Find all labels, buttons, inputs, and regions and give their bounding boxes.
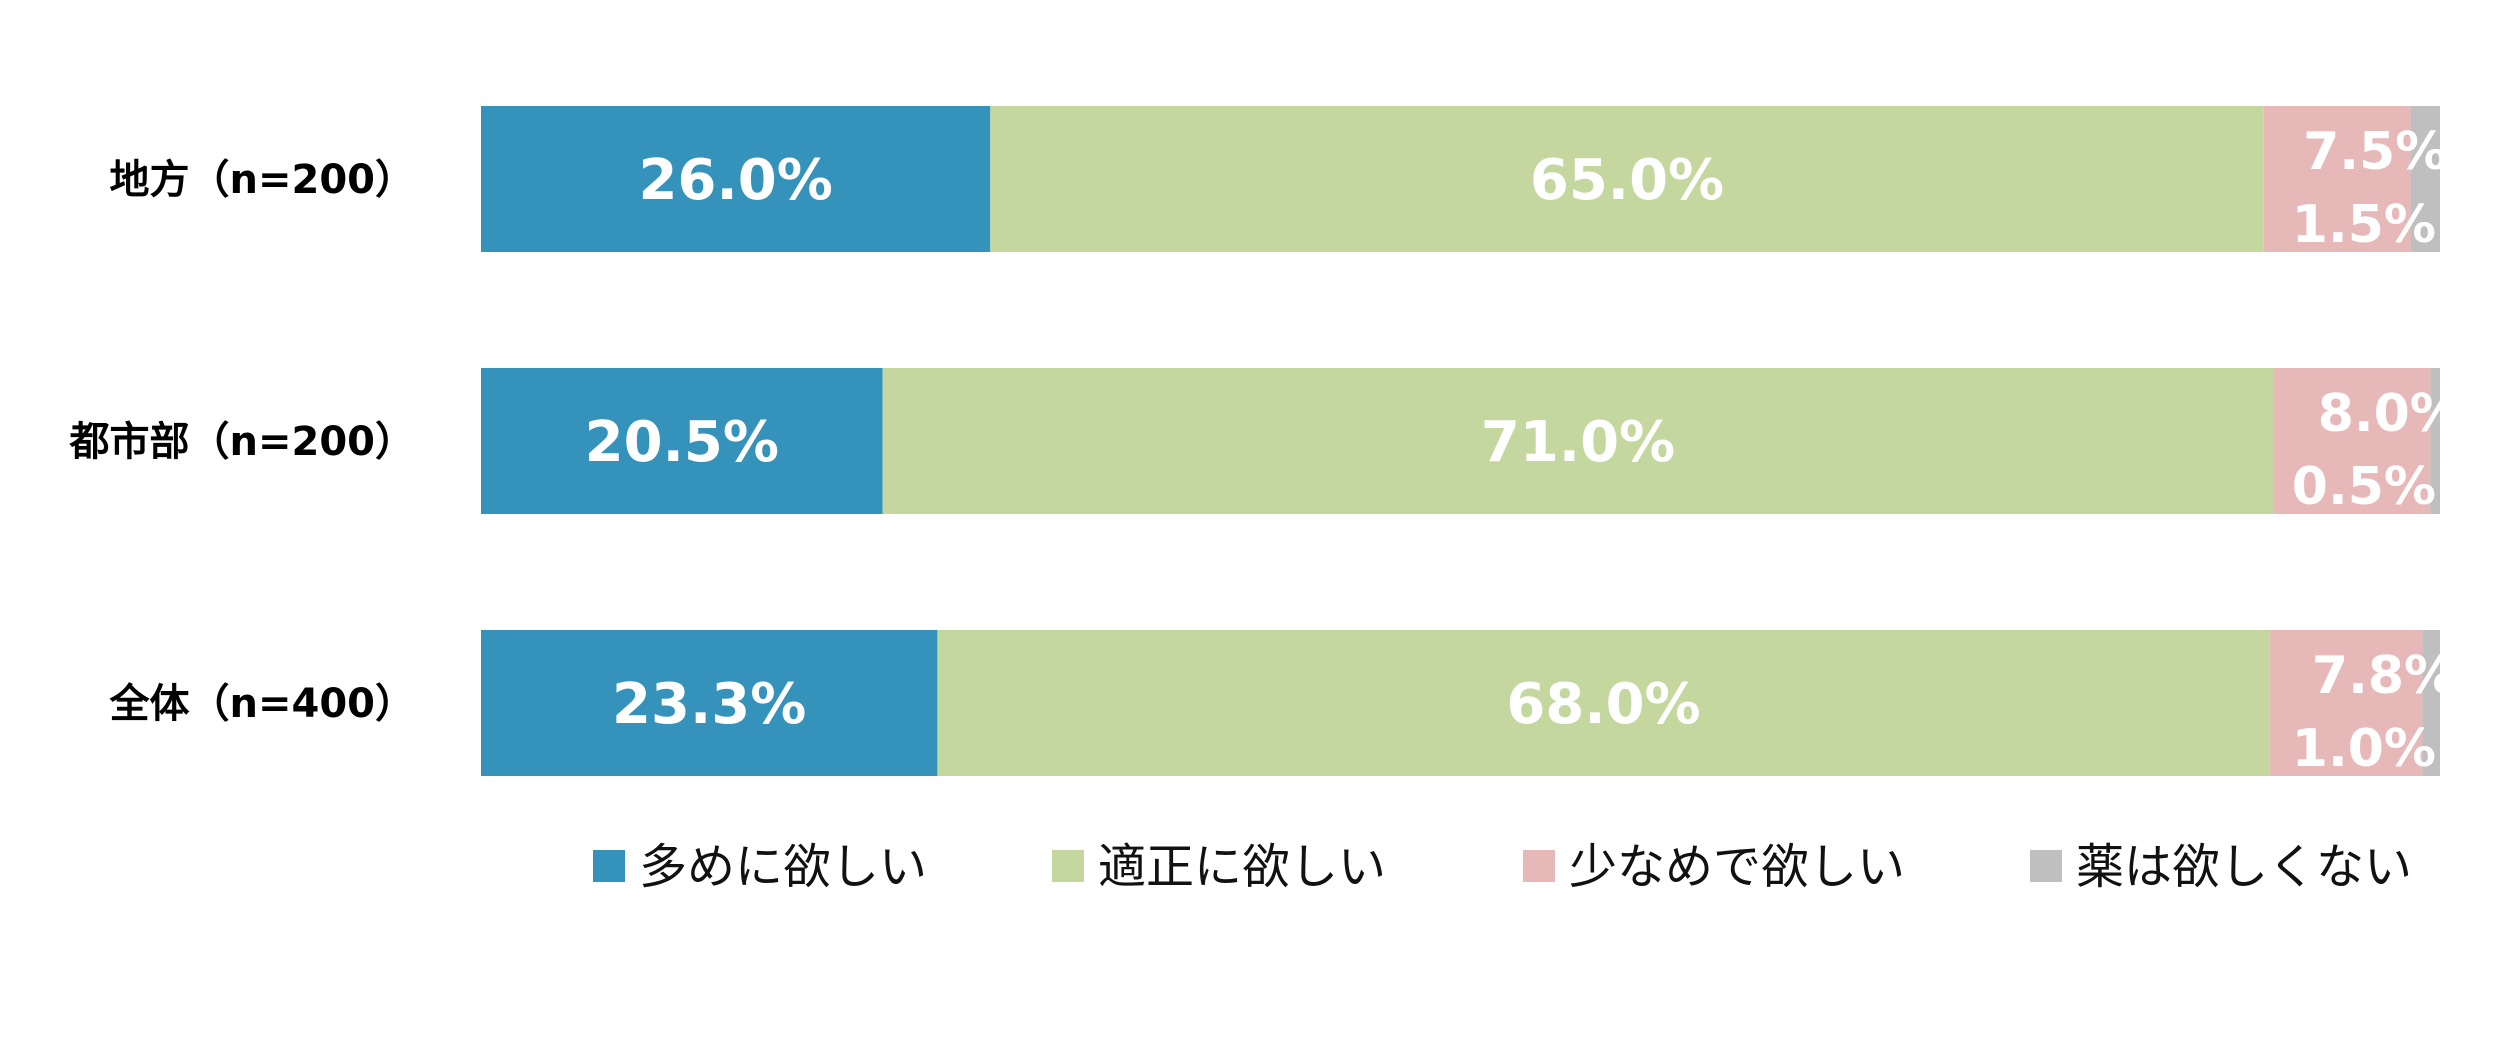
bar-segment bbox=[481, 106, 991, 252]
legend-item: 少なめで欲しい bbox=[1523, 839, 1905, 895]
legend-label: 適正に欲しい bbox=[1098, 839, 1386, 895]
data-label: 7.8% bbox=[2312, 646, 2456, 706]
category-label: 全体（n=400） bbox=[109, 681, 416, 727]
legend-item: 適正に欲しい bbox=[1052, 839, 1386, 895]
data-label: 26.0% bbox=[639, 148, 833, 213]
bar-segment bbox=[2410, 106, 2440, 252]
bar-segment bbox=[2273, 368, 2431, 514]
data-label: 23.3% bbox=[612, 672, 806, 737]
data-label: 68.0% bbox=[1506, 672, 1700, 737]
legend-label: 薬は欲しくない bbox=[2076, 839, 2412, 895]
bar-segment bbox=[937, 630, 2270, 776]
legend-swatch bbox=[593, 850, 625, 882]
bar-segment bbox=[2263, 106, 2411, 252]
legend-label: 少なめで欲しい bbox=[1569, 839, 1905, 895]
category-labels: 地方（n=200） 都市部（n=200） 全体（n=400） bbox=[69, 157, 416, 727]
bar-segment bbox=[2269, 630, 2423, 776]
bars-group bbox=[481, 106, 2440, 776]
bar-segment bbox=[882, 368, 2274, 514]
legend-item: 多めに欲しい bbox=[593, 839, 927, 895]
data-label: 0.5% bbox=[2292, 457, 2436, 517]
bar-segment bbox=[2430, 368, 2440, 514]
data-label: 8.0% bbox=[2318, 384, 2462, 444]
data-label: 1.5% bbox=[2292, 195, 2436, 255]
category-label: 地方（n=200） bbox=[110, 157, 416, 203]
bar-segment bbox=[481, 630, 938, 776]
legend-swatch bbox=[1052, 850, 1084, 882]
bar-segment bbox=[2422, 630, 2440, 776]
data-label: 65.0% bbox=[1530, 148, 1724, 213]
data-label: 20.5% bbox=[585, 410, 779, 475]
category-label: 都市部（n=200） bbox=[69, 419, 416, 465]
data-label: 71.0% bbox=[1481, 410, 1675, 475]
data-label: 1.0% bbox=[2292, 719, 2436, 779]
legend-swatch bbox=[2030, 850, 2062, 882]
bar-segment bbox=[990, 106, 2264, 252]
legend-swatch bbox=[1523, 850, 1555, 882]
bar-segment bbox=[481, 368, 883, 514]
value-labels: 26.0% 65.0% 7.5% 1.5% 20.5% 71.0% 8.0% 0.5% 23.3… bbox=[585, 122, 2462, 779]
data-label: 7.5% bbox=[2303, 122, 2447, 182]
legend: 多めに欲しい 適正に欲しい 少なめで欲しい 薬は欲しくない bbox=[593, 839, 2412, 895]
legend-label: 多めに欲しい bbox=[639, 839, 927, 895]
legend-item: 薬は欲しくない bbox=[2030, 839, 2412, 895]
